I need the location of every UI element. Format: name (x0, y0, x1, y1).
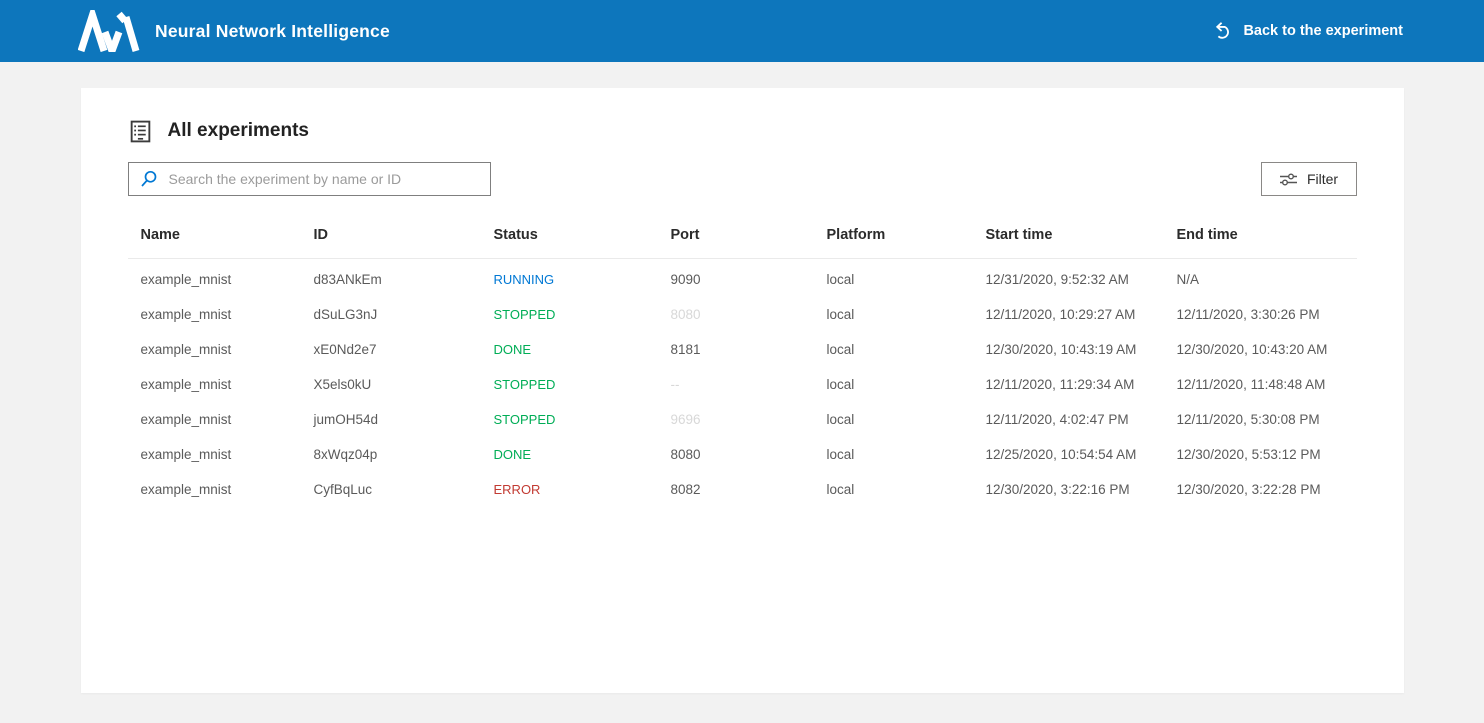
cell-start-time: 12/11/2020, 11:29:34 AM (985, 377, 1135, 392)
all-experiments-card: All experiments Filter (80, 88, 1404, 693)
back-to-experiment-link[interactable]: Back to the experiment (1212, 21, 1403, 41)
cell-name: example_mnist (140, 307, 232, 322)
cell-platform: local (826, 377, 855, 392)
column-header-status[interactable]: Status (493, 227, 538, 243)
column-header-platform[interactable]: Platform (826, 227, 886, 243)
title-row: All experiments (128, 116, 1357, 146)
cell-end-time: 12/11/2020, 5:30:08 PM (1176, 412, 1320, 427)
cell-id: d83ANkEm (313, 272, 382, 287)
search-box (127, 162, 491, 196)
cell-port: 8181 (670, 342, 701, 357)
table-row[interactable]: example_mnist CyfBqLuc ERROR 8082 local … (128, 472, 1357, 507)
brand-title: Neural Network Intelligence (155, 20, 390, 41)
cell-end-time: 12/30/2020, 5:53:12 PM (1176, 447, 1321, 462)
cell-port: 8080 (670, 307, 701, 322)
column-header-id[interactable]: ID (313, 227, 329, 243)
table-body: example_mnist d83ANkEm RUNNING 9090 loca… (128, 259, 1357, 507)
cell-status: ERROR (493, 482, 541, 497)
cell-id: xE0Nd2e7 (313, 342, 377, 357)
cell-end-time: 12/30/2020, 10:43:20 AM (1176, 342, 1328, 357)
cell-start-time: 12/30/2020, 10:43:19 AM (985, 342, 1137, 357)
cell-end-time: 12/11/2020, 11:48:48 AM (1176, 377, 1326, 392)
cell-name: example_mnist (140, 377, 232, 392)
column-header-end-time[interactable]: End time (1176, 227, 1238, 243)
cell-name: example_mnist (140, 482, 232, 497)
cell-port: 9696 (670, 412, 701, 427)
cell-id: CyfBqLuc (313, 482, 373, 497)
cell-platform: local (826, 482, 855, 497)
top-bar: Neural Network Intelligence Back to the … (0, 0, 1484, 62)
column-header-port[interactable]: Port (670, 227, 700, 243)
back-link-label: Back to the experiment (1243, 23, 1403, 39)
cell-name: example_mnist (140, 412, 232, 427)
cell-end-time: 12/11/2020, 3:30:26 PM (1176, 307, 1320, 322)
cell-end-time: 12/30/2020, 3:22:28 PM (1176, 482, 1321, 497)
cell-status: DONE (493, 342, 532, 357)
nni-logo-icon (78, 10, 142, 52)
cell-id: jumOH54d (313, 412, 379, 427)
cell-platform: local (826, 272, 855, 287)
experiments-table: Name ID Status Port Platform Start time … (127, 212, 1357, 507)
cell-end-time: N/A (1176, 272, 1200, 287)
cell-id: 8xWqz04p (313, 447, 378, 462)
cell-name: example_mnist (140, 272, 232, 287)
cell-start-time: 12/30/2020, 3:22:16 PM (985, 482, 1130, 497)
cell-platform: local (826, 307, 855, 322)
cell-platform: local (826, 412, 855, 427)
cell-start-time: 12/11/2020, 4:02:47 PM (985, 412, 1129, 427)
cell-platform: local (826, 447, 855, 462)
table-row[interactable]: example_mnist xE0Nd2e7 DONE 8181 local 1… (128, 332, 1357, 367)
filter-button[interactable]: Filter (1260, 162, 1357, 196)
controls-row: Filter (127, 162, 1357, 196)
table-row[interactable]: example_mnist jumOH54d STOPPED 9696 loca… (128, 402, 1357, 437)
filter-button-label: Filter (1306, 171, 1339, 187)
table-header-row: Name ID Status Port Platform Start time … (127, 212, 1357, 259)
cell-id: X5els0kU (313, 377, 372, 392)
cell-status: STOPPED (493, 412, 556, 427)
table-row[interactable]: example_mnist d83ANkEm RUNNING 9090 loca… (128, 262, 1357, 297)
cell-name: example_mnist (140, 342, 232, 357)
cell-status: STOPPED (493, 307, 556, 322)
column-header-start-time[interactable]: Start time (985, 227, 1053, 243)
column-header-name[interactable]: Name (140, 227, 181, 243)
undo-arrow-icon (1212, 21, 1233, 41)
cell-status: DONE (493, 447, 532, 462)
experiment-list-icon (128, 119, 153, 144)
table-row[interactable]: example_mnist 8xWqz04p DONE 8080 local 1… (128, 437, 1357, 472)
search-input[interactable] (166, 170, 482, 188)
table-row[interactable]: example_mnist X5els0kU STOPPED -- local … (128, 367, 1357, 402)
cell-id: dSuLG3nJ (313, 307, 378, 322)
filter-sliders-icon (1279, 172, 1298, 187)
cell-port: 8082 (670, 482, 701, 497)
cell-start-time: 12/31/2020, 9:52:32 AM (985, 272, 1129, 287)
page-title: All experiments (167, 120, 310, 141)
search-icon (140, 170, 158, 188)
table-row[interactable]: example_mnist dSuLG3nJ STOPPED 8080 loca… (128, 297, 1357, 332)
cell-status: STOPPED (493, 377, 556, 392)
cell-port: 9090 (670, 272, 701, 287)
cell-port: 8080 (670, 447, 701, 462)
cell-start-time: 12/11/2020, 10:29:27 AM (985, 307, 1136, 322)
cell-start-time: 12/25/2020, 10:54:54 AM (985, 447, 1137, 462)
cell-status: RUNNING (493, 272, 555, 287)
cell-name: example_mnist (140, 447, 232, 462)
cell-platform: local (826, 342, 855, 357)
cell-port: -- (670, 377, 680, 392)
brand: Neural Network Intelligence (78, 10, 390, 52)
